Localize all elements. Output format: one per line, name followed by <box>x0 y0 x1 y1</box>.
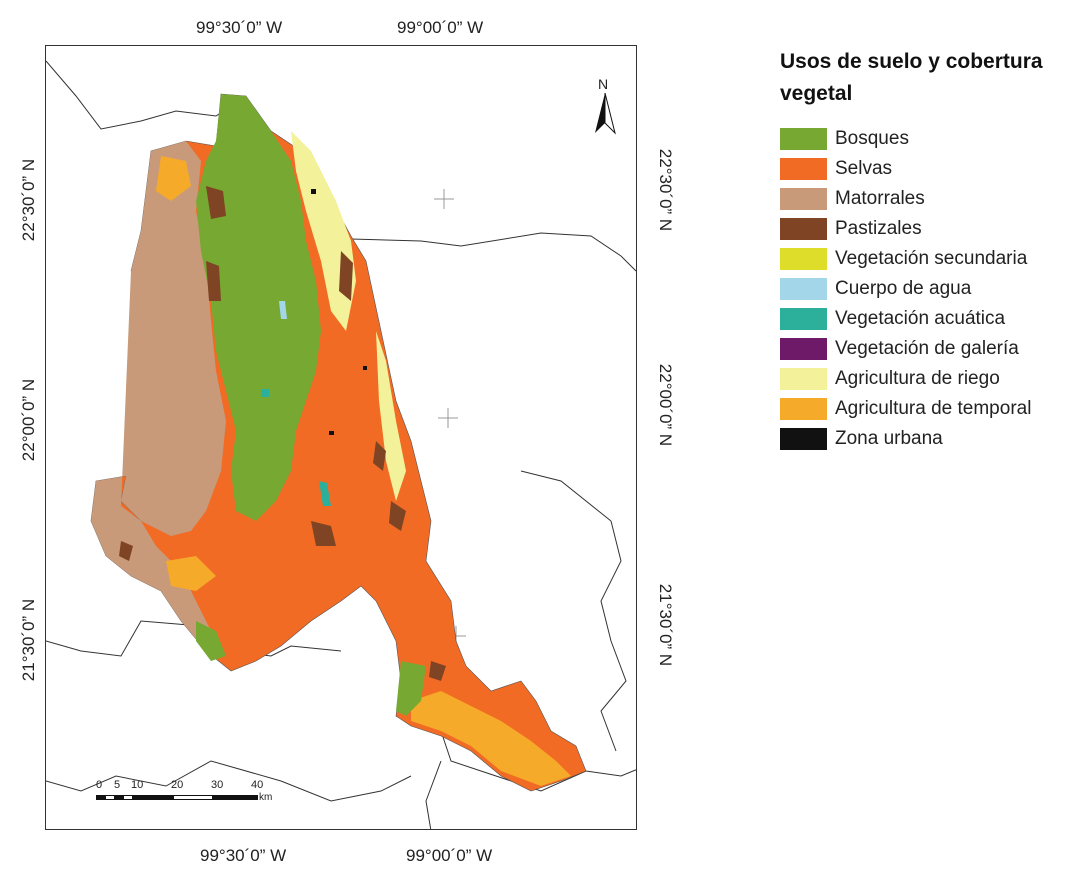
legend-label: Zona urbana <box>835 428 943 449</box>
zone-cuerpo-agua <box>279 301 287 319</box>
coord-top-left: 99°30´0” W <box>196 18 283 37</box>
boundary-line <box>425 760 442 829</box>
legend-label: Agricultura de temporal <box>835 398 1032 419</box>
scale-tick: 30 <box>211 779 224 791</box>
legend-item: Selvas <box>780 154 1080 184</box>
zone-bosques-south <box>396 661 426 716</box>
legend-label: Vegetación secundaria <box>835 248 1028 269</box>
legend-item: Bosques <box>780 124 1080 154</box>
legend-item: Vegetación acuática <box>780 304 1080 334</box>
scale-bar: 0 5 10 20 30 40 <box>96 779 286 809</box>
scale-tick: 10 <box>131 779 144 791</box>
coord-right-middle: 22°00´0” N <box>656 363 675 447</box>
boundary-line <box>600 520 627 752</box>
legend-swatch <box>780 248 827 270</box>
legend-label: Vegetación acuática <box>835 308 1006 329</box>
legend-label: Matorrales <box>835 188 925 209</box>
north-label: N <box>598 76 609 92</box>
scale-tick: 40 <box>251 779 264 791</box>
zone-vegetacion-acuatica <box>261 389 331 506</box>
legend-item: Vegetación secundaria <box>780 244 1080 274</box>
legend-label: Vegetación de galería <box>835 338 1019 359</box>
legend-title: Usos de suelo y cobertura vegetal <box>780 50 1043 105</box>
scale-bar-graphic <box>96 795 258 800</box>
scale-tick: 0 <box>96 779 103 791</box>
zone-pastizales <box>119 186 446 681</box>
zone-agricultura-temporal-3 <box>166 556 216 591</box>
legend-swatch <box>780 308 827 330</box>
map-frame[interactable] <box>45 45 637 830</box>
zone-bosques <box>196 94 321 521</box>
coord-bottom-left: 99°30´0” W <box>200 846 287 865</box>
coord-left-upper: 22°30´0” N <box>19 158 38 242</box>
grid-crosses <box>434 189 466 646</box>
zone-agricultura-temporal <box>411 691 571 786</box>
legend-swatch <box>780 338 827 360</box>
legend-item: Cuerpo de agua <box>780 274 1080 304</box>
legend-swatch <box>780 158 827 180</box>
legend: Usos de suelo y cobertura vegetal Bosque… <box>780 46 1080 454</box>
scale-tick: 20 <box>171 779 184 791</box>
legend-label: Agricultura de riego <box>835 368 1000 389</box>
legend-label: Cuerpo de agua <box>835 278 972 299</box>
legend-swatch <box>780 218 827 240</box>
coord-left-middle: 22°00´0” N <box>19 378 38 462</box>
coord-top-right: 99°00´0” W <box>397 18 484 37</box>
legend-swatch <box>780 128 827 150</box>
boundary-line <box>46 60 247 130</box>
zone-agricultura-temporal-2 <box>156 156 191 201</box>
zone-matorrales <box>91 141 226 651</box>
legend-label: Bosques <box>835 128 909 149</box>
legend-item: Agricultura de temporal <box>780 394 1080 424</box>
legend-items: Bosques Selvas Matorrales Pastizales Vegetac… <box>780 124 1080 454</box>
legend-label: Selvas <box>835 158 893 179</box>
legend-swatch <box>780 368 827 390</box>
boundary-line <box>520 470 612 522</box>
legend-label: Pastizales <box>835 218 922 239</box>
legend-swatch <box>780 278 827 300</box>
north-arrow-icon <box>595 92 616 135</box>
legend-item: Pastizales <box>780 214 1080 244</box>
legend-swatch <box>780 428 827 450</box>
legend-item: Vegetación de galería <box>780 334 1080 364</box>
legend-item: Agricultura de riego <box>780 364 1080 394</box>
legend-swatch <box>780 398 827 420</box>
legend-item: Zona urbana <box>780 424 1080 454</box>
scale-tick: 5 <box>114 779 121 791</box>
map-canvas[interactable] <box>46 46 637 830</box>
boundary-line <box>350 232 636 272</box>
legend-swatch <box>780 188 827 210</box>
zone-urbana <box>311 189 367 435</box>
coord-right-lower: 21°30´0” N <box>656 583 675 667</box>
legend-item: Matorrales <box>780 184 1080 214</box>
zone-bosques-sw <box>196 621 226 661</box>
boundary-line <box>46 620 202 657</box>
zone-agricultura-riego-2 <box>376 331 406 501</box>
coord-left-lower: 21°30´0” N <box>19 598 38 682</box>
scale-unit: km <box>259 792 273 803</box>
coord-right-upper: 22°30´0” N <box>656 148 675 232</box>
coord-bottom-right: 99°00´0” W <box>406 846 493 865</box>
boundary-line <box>46 760 412 802</box>
